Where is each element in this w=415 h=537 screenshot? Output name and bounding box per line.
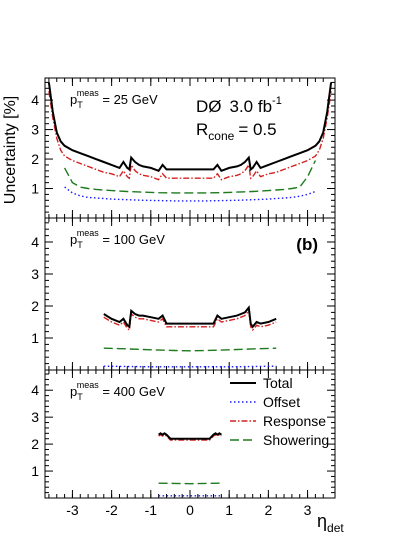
pt-label: pTmeas = 100 GeV [70,228,165,250]
panels: 1 2 3 4 pTmeas = 25 GeV 1 2 3 4 pTmeas = 100 GeV (… [31,77,336,518]
series-response-line [158,433,222,441]
legend-label-showering: Showering [263,432,329,448]
y-tick-label: 1 [31,330,39,346]
series-showering-line [158,482,222,485]
y-tick-label: 2 [31,151,39,167]
x-tick-label: 0 [186,502,194,518]
series-showering-line [103,347,277,352]
y-tick-label: 3 [31,409,39,425]
panel-1: 1 2 3 4 pTmeas = 25 GeV [31,77,336,219]
panel-frame [44,77,336,219]
y-tick-label: 1 [31,181,39,197]
cone-label: Rcone = 0.5 [196,120,277,143]
y-tick-label: 2 [31,298,39,314]
x-tick-label: -3 [66,502,79,518]
x-tick-labels: -3 -2 -1 0 1 2 3 [66,502,311,518]
legend-label-offset: Offset [263,394,300,410]
panel-series [158,432,222,497]
series-response-line [48,91,332,181]
series-offset-line [64,186,316,202]
y-tick-label: 4 [31,382,39,398]
series-response-line [103,309,277,332]
series-offset-line [103,365,277,368]
panel-series [47,82,333,202]
x-tick-label: -1 [145,502,158,518]
y-axis-label: Uncertainty [%] [2,96,19,204]
legend-label-total: Total [263,375,293,391]
panel-tag: (b) [296,235,318,254]
x-tick-label: 2 [264,502,272,518]
legend: Total Offset Response Showering [230,375,329,448]
panel-frame [44,217,336,371]
y-tick-label: 2 [31,436,39,452]
y-tick-label: 4 [31,92,39,108]
x-tick-label: -2 [105,502,118,518]
series-total-line [158,432,222,440]
x-axis-label-sub: det [327,521,344,535]
y-tick-label: 3 [31,266,39,282]
y-tick-label: 3 [31,122,39,138]
experiment-label: DØ 3.0 fb-1 [196,95,282,116]
pt-label: pTmeas = 400 GeV [70,380,165,402]
luminosity-sup: -1 [272,95,282,107]
x-tick-label: 3 [304,502,312,518]
x-axis-label: ηdet [317,511,344,535]
panel-series [103,305,277,368]
series-total-line [47,82,333,173]
x-tick-label: 1 [225,502,233,518]
series-showering-line [63,160,317,194]
cone-label-sub: cone [208,129,234,143]
pt-label: pTmeas = 25 GeV [70,88,158,110]
panel-2: 1 2 3 4 pTmeas = 100 GeV (b) [31,217,336,371]
series-total-line [103,305,277,329]
panel-3: 1 2 3 4 pTmeas = 400 GeV [31,369,336,499]
y-tick-label: 1 [31,463,39,479]
y-tick-label: 4 [31,234,39,250]
legend-label-response: Response [263,413,326,429]
